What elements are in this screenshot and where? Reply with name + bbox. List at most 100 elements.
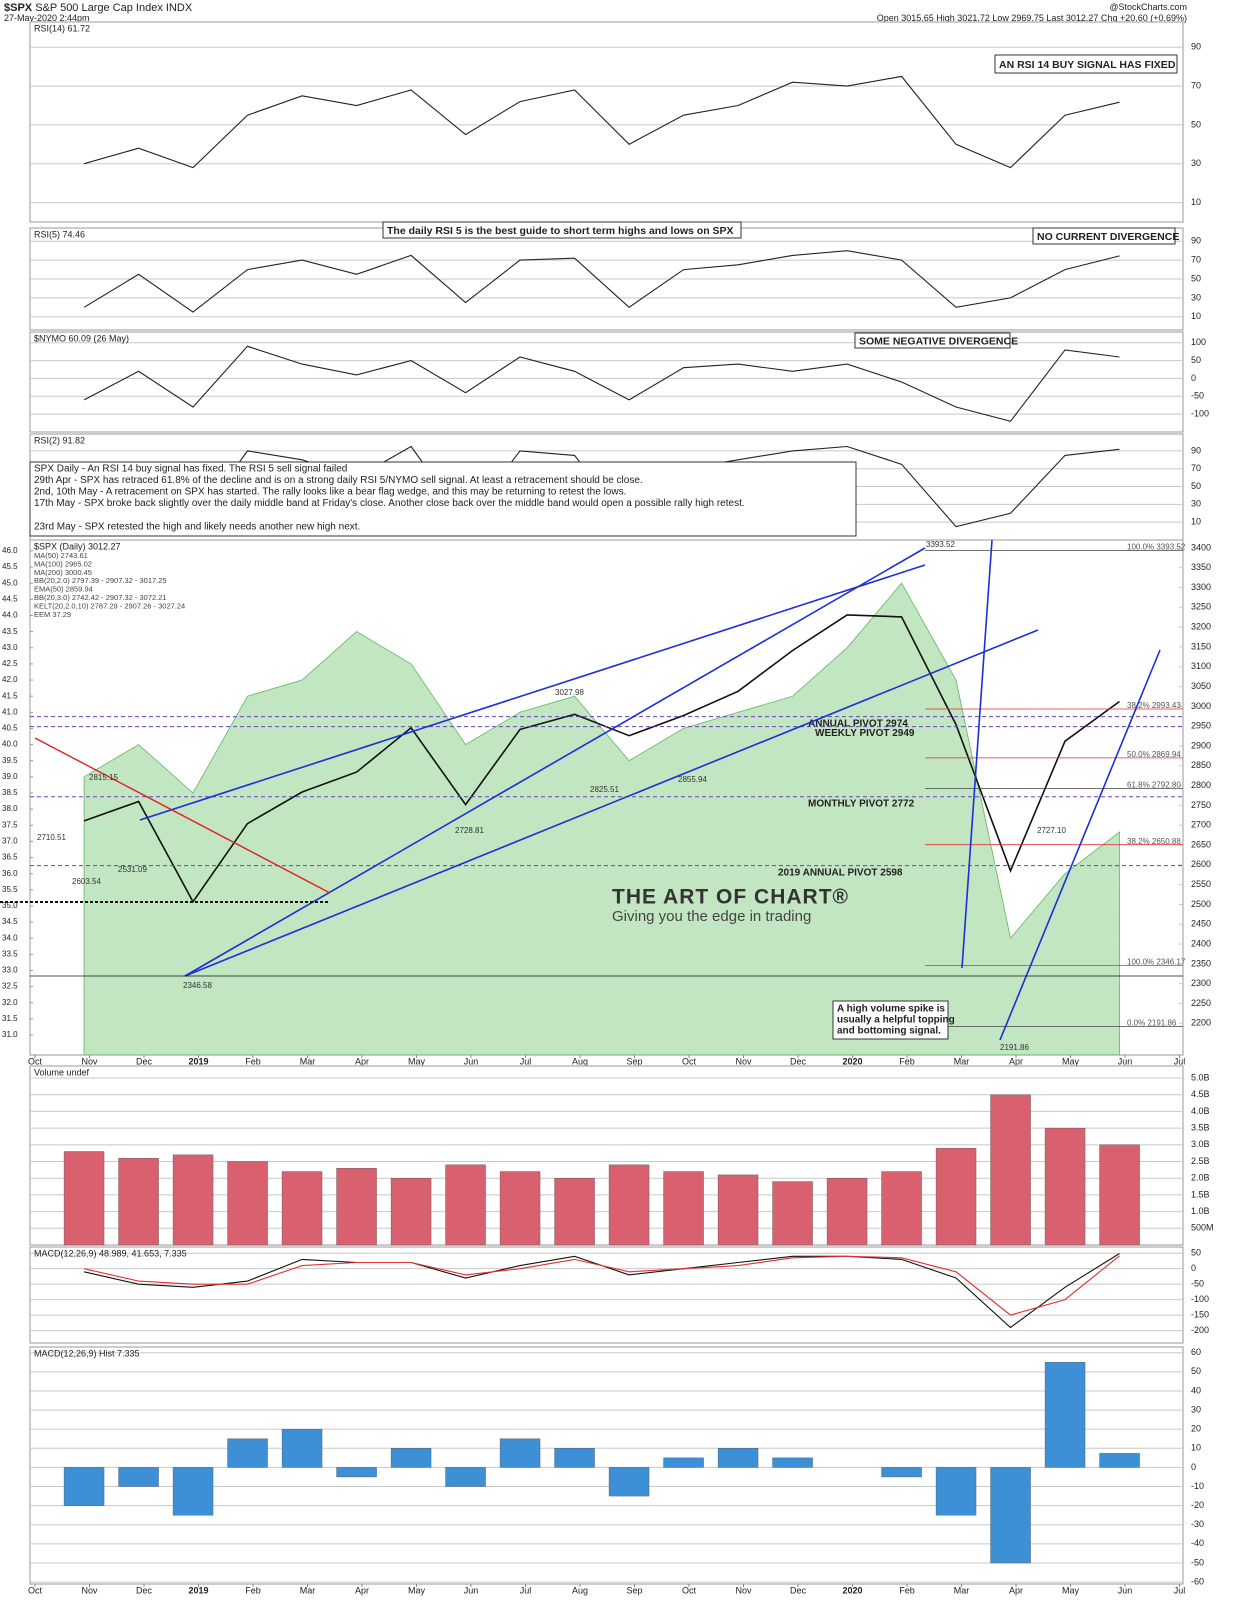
bar — [390, 1178, 432, 1246]
x-tick-label: Nov — [81, 1585, 98, 1595]
y-tick-label: 50 — [1191, 273, 1201, 283]
note-text: The daily RSI 5 is the best guide to sho… — [387, 225, 734, 237]
y-tick-label: -50 — [1191, 1557, 1204, 1567]
panel-label: MACD(12,26,9) 48.989, 41.653, 7.335 — [34, 1248, 187, 1258]
bar — [499, 1171, 541, 1246]
header-title: $SPX S&P 500 Large Cap Index INDX — [4, 2, 192, 14]
index-name: S&P 500 Large Cap Index INDX — [35, 2, 193, 14]
x-tick-label: Jun — [464, 1056, 479, 1066]
note-text: SOME NEGATIVE DIVERGENCE — [859, 335, 1018, 347]
y-tick-label: 2500 — [1191, 899, 1211, 909]
y-tick-label: 4.0B — [1191, 1106, 1210, 1116]
x-tick-label: Apr — [1009, 1056, 1023, 1066]
bar — [554, 1178, 595, 1246]
commentary-line: 2nd, 10th May - A retracement on SPX has… — [34, 487, 626, 498]
y-tick-label: 50 — [1191, 1366, 1201, 1376]
y-tick-label: 2900 — [1191, 740, 1211, 750]
x-tick-label: Jul — [520, 1056, 532, 1066]
y-tick-label: -60 — [1191, 1576, 1204, 1586]
line — [83, 345, 1120, 422]
y-tick-label: 2450 — [1191, 919, 1211, 929]
commentary-line: 17th May - SPX broke back slightly over … — [34, 498, 745, 509]
x-tick-label: Jun — [1118, 1585, 1133, 1595]
y2-tick-label: 38.0 — [2, 804, 18, 813]
y2-tick-label: 33.5 — [2, 949, 18, 958]
y2-tick-label: 36.0 — [2, 869, 18, 878]
y-tick-label: 0 — [1191, 1462, 1196, 1472]
bar — [1044, 1127, 1086, 1246]
x-tick-label: May — [1062, 1585, 1080, 1595]
y2-tick-label: 42.0 — [2, 675, 18, 684]
panel-frame — [29, 1246, 1184, 1344]
y-tick-label: 60 — [1191, 1347, 1201, 1357]
note-box — [1032, 227, 1176, 245]
y-tick-label: 30 — [1191, 499, 1201, 509]
y-tick-label: 3.5B — [1191, 1122, 1210, 1132]
point-label: 3027.98 — [555, 688, 584, 697]
bar — [1099, 1144, 1140, 1246]
x-tick-label: Dec — [790, 1585, 807, 1595]
y-tick-label: 20 — [1191, 1424, 1201, 1434]
x-tick-label: 2019 — [188, 1056, 208, 1066]
point-label: 2815.15 — [89, 773, 118, 782]
bar — [281, 1171, 323, 1246]
bar — [172, 1154, 214, 1246]
pivot-label: ANNUAL PIVOT 2974 — [808, 718, 908, 729]
commentary-line: SPX Daily - An RSI 14 buy signal has fix… — [34, 464, 347, 475]
y2-tick-label: 36.5 — [2, 853, 18, 862]
y-tick-label: 2300 — [1191, 978, 1211, 988]
note-text: and bottoming signal. — [837, 1026, 941, 1037]
y-tick-label: 3200 — [1191, 622, 1211, 632]
y2-tick-label: 45.5 — [2, 562, 18, 571]
fib-label: 38.2% 2993.43 — [1127, 701, 1181, 710]
symbol: $SPX — [4, 2, 33, 14]
bar — [663, 1457, 704, 1468]
x-tick-label: Sep — [626, 1585, 642, 1595]
y-tick-label: 2350 — [1191, 958, 1211, 968]
legend-entry: MA(200) 3000.45 — [34, 568, 92, 577]
x-tick-label: Oct — [28, 1585, 43, 1595]
pivot-label: MONTHLY PIVOT 2772 — [808, 798, 915, 809]
logo-tagline: Giving you the edge in trading — [612, 908, 811, 925]
y-tick-label: 2750 — [1191, 800, 1211, 810]
bar — [608, 1467, 650, 1497]
bar — [390, 1448, 432, 1468]
y-tick-label: 1.5B — [1191, 1189, 1210, 1199]
bar — [1044, 1362, 1086, 1468]
note-text: AN RSI 14 BUY SIGNAL HAS FIXED — [999, 59, 1176, 71]
bar — [336, 1167, 377, 1246]
x-tick-label: Sep — [626, 1056, 642, 1066]
x-tick-label: Mar — [300, 1056, 316, 1066]
y2-tick-label: 43.0 — [2, 643, 18, 652]
y-tick-label: -10 — [1191, 1481, 1204, 1491]
trend-line — [999, 649, 1161, 1041]
y2-tick-label: 32.0 — [2, 998, 18, 1007]
x-tick-label: Jul — [520, 1585, 532, 1595]
panel-label: RSI(14) 61.72 — [34, 23, 90, 33]
note-box — [382, 221, 742, 239]
x-tick-label: Feb — [899, 1585, 915, 1595]
y2-tick-label: 38.5 — [2, 788, 18, 797]
bar — [445, 1164, 486, 1246]
y2-tick-label: 31.0 — [2, 1030, 18, 1039]
x-tick-label: Dec — [790, 1056, 807, 1066]
quote: Open 3015.65 High 3021.72 Low 2969.75 La… — [876, 13, 1187, 23]
legend-entry: BB(20,2.0) 2797.39 - 2907.32 - 3017.25 — [34, 576, 167, 585]
commentary-line: 23rd May - SPX retested the high and lik… — [34, 522, 360, 533]
y2-tick-label: 43.5 — [2, 627, 18, 636]
bar — [445, 1467, 486, 1487]
x-tick-label: May — [408, 1585, 426, 1595]
bar — [772, 1181, 813, 1246]
panel-label: Volume undef — [34, 1067, 90, 1077]
line — [83, 1255, 1120, 1316]
line — [83, 75, 1120, 169]
bar — [336, 1467, 377, 1478]
y-tick-label: 3300 — [1191, 582, 1211, 592]
fib-label: 100.0% 3393.52 — [1127, 543, 1186, 552]
fib-label: 100.0% 2346.17 — [1127, 958, 1186, 967]
y-tick-label: 0 — [1191, 1263, 1196, 1273]
y-tick-label: 10 — [1191, 1443, 1201, 1453]
y-tick-label: 3100 — [1191, 661, 1211, 671]
x-tick-label: Oct — [28, 1056, 43, 1066]
